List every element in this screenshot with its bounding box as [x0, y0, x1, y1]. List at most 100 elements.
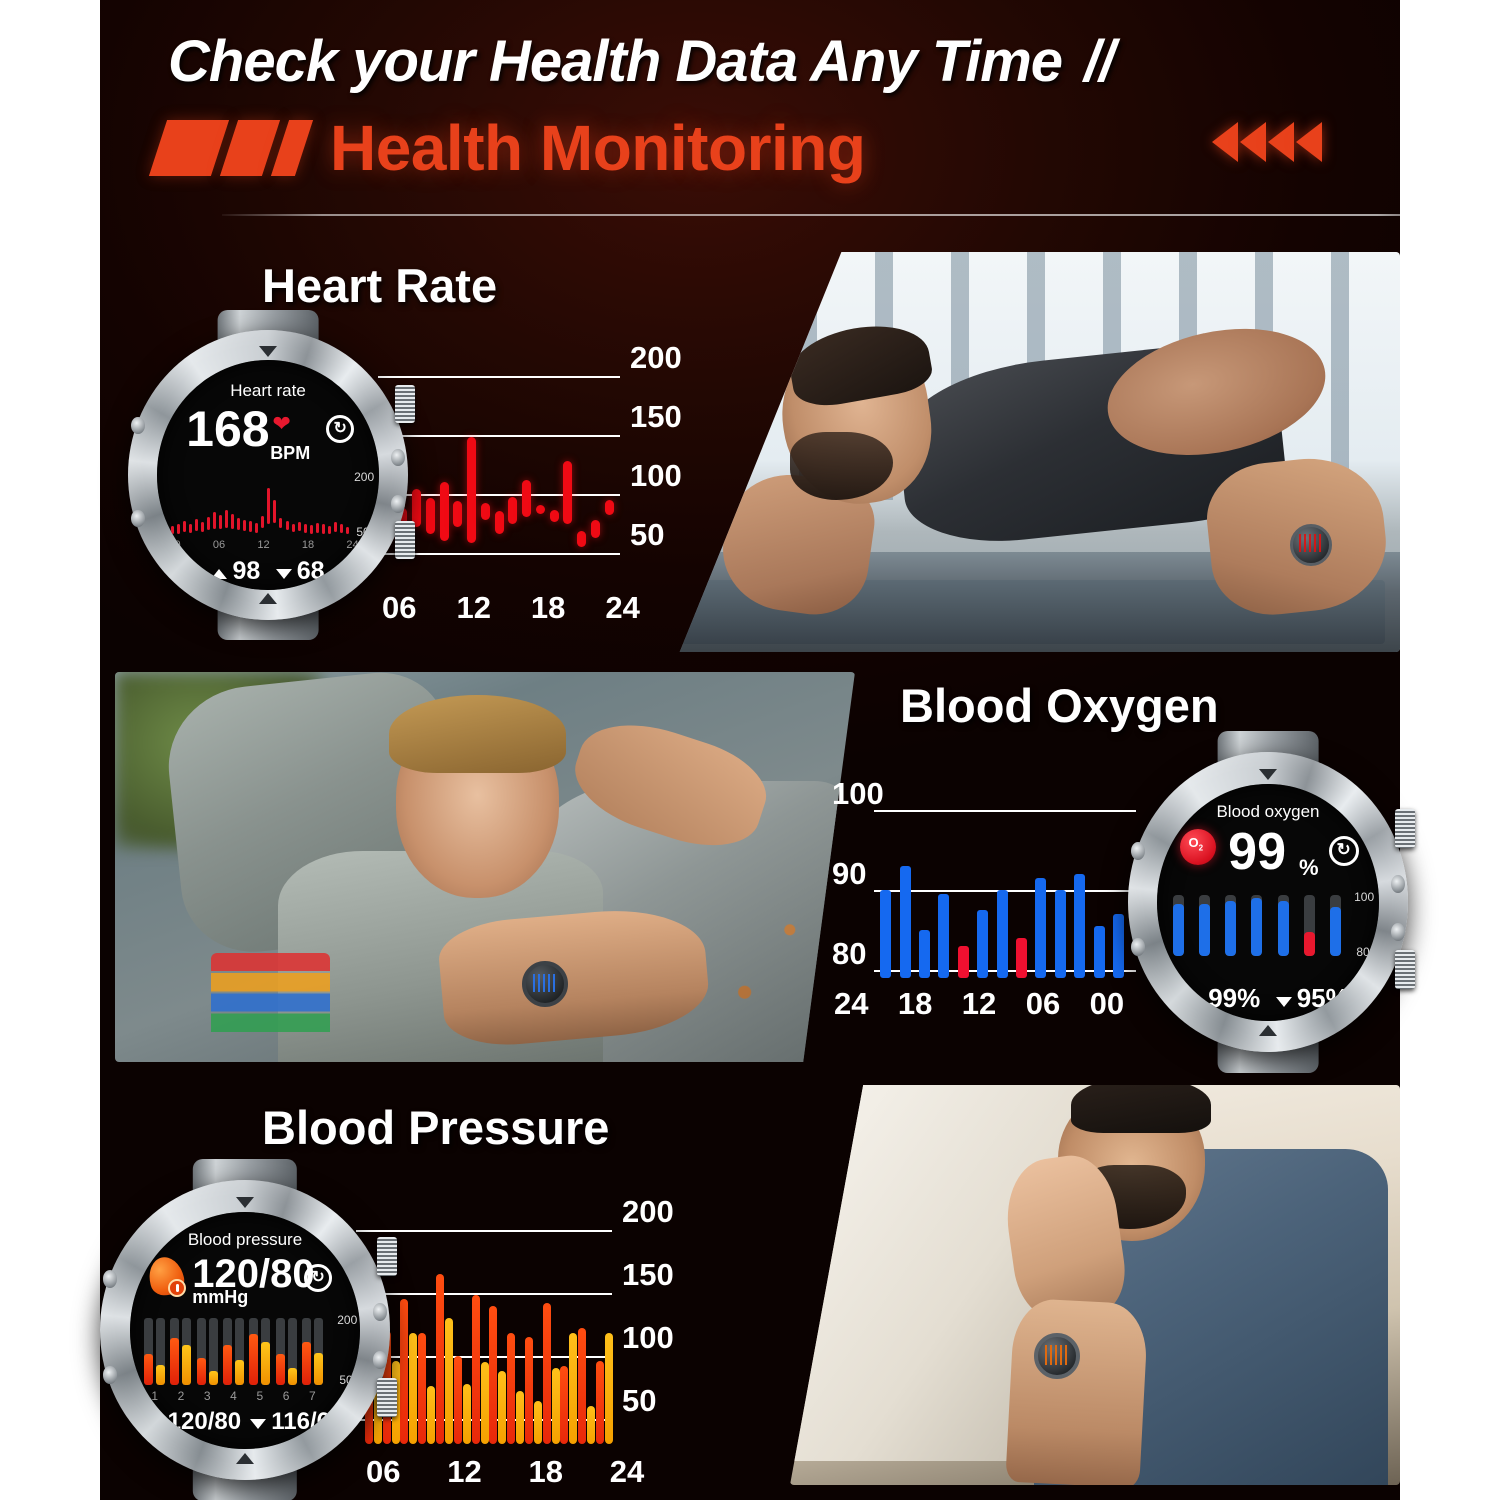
refresh-icon[interactable]: ↻ [304, 1263, 333, 1292]
arrow-down-icon [275, 569, 292, 580]
spo2-tube: 5 [1277, 894, 1289, 957]
systolic-bar [560, 1365, 569, 1444]
gridline [356, 1292, 612, 1295]
diastolic-fill [208, 1371, 218, 1385]
diastolic-bar [445, 1318, 453, 1444]
data-bar [880, 890, 892, 978]
systolic-bar [418, 1333, 427, 1444]
mini-range-bar [327, 526, 331, 535]
systolic-tube [196, 1318, 206, 1385]
systolic-bar [436, 1274, 444, 1444]
range-bar [563, 460, 573, 525]
spo2-tube: 1 [1172, 894, 1184, 957]
systolic-tube [223, 1318, 233, 1385]
spo2-fill [1225, 901, 1237, 957]
poster-header: Check your Health Data Any Time // Health… [100, 0, 1478, 230]
heart-rate-watch-screen[interactable]: Heart rate 168 ❤ BPM ↻ 200 50 00 06 12 18 24… [157, 360, 379, 590]
range-bar [467, 437, 476, 544]
spo2-fill [1199, 904, 1211, 957]
spo2-fill [1303, 931, 1315, 957]
refresh-icon[interactable]: ↻ [326, 415, 355, 444]
data-bar [1035, 878, 1047, 978]
y-tick-label: 200 [630, 340, 682, 375]
gridline [378, 376, 620, 378]
range-bar [604, 499, 614, 515]
arrow-down-icon [250, 1419, 267, 1430]
arrow-down-icon [1275, 996, 1292, 1007]
blood-pressure-mini-axis-bottom: 50 [339, 1372, 353, 1387]
y-tick-label: 90 [832, 856, 867, 891]
systolic-fill [196, 1357, 206, 1385]
systolic-bar [578, 1328, 587, 1444]
mini-range-bar [188, 524, 192, 533]
y-tick-label: 100 [832, 776, 884, 811]
bp-bar-label: 7 [309, 1388, 316, 1403]
diastolic-bar [498, 1370, 507, 1444]
arrow-up-icon [146, 1419, 163, 1430]
y-tick-label: 80 [832, 936, 867, 971]
heart-rate-screen-label: Heart rate [230, 381, 306, 401]
systolic-tube [249, 1318, 259, 1385]
heart-rate-min: 68 [275, 557, 325, 586]
mini-range-bar [261, 516, 265, 528]
chevron-left-icon [1296, 122, 1322, 162]
systolic-bar [400, 1299, 409, 1444]
systolic-fill [249, 1333, 259, 1385]
blood-pressure-title: Blood Pressure [262, 1101, 610, 1154]
blood-pressure-watch-screen[interactable]: Blood pressure 120/80 mmHg ↻ 1 2 3 4 5 6 7 200… [130, 1211, 360, 1449]
systolic-bar [471, 1295, 480, 1444]
x-tick-label: 12 [456, 590, 491, 625]
spo2-fill [1251, 897, 1263, 957]
blood-pressure-mini-axis-top: 200 [337, 1313, 358, 1328]
data-bar [918, 930, 930, 978]
refresh-icon[interactable]: ↻ [1328, 835, 1359, 866]
diastolic-bar [516, 1391, 525, 1444]
blood-pressure-screen-label: Blood pressure [187, 1230, 303, 1250]
diastolic-bar [569, 1333, 578, 1444]
systolic-fill [301, 1342, 311, 1385]
x-tick-label: 12 [961, 986, 997, 1021]
diastolic-bar [533, 1401, 542, 1444]
subtitle: Health Monitoring [330, 112, 866, 184]
diastolic-tube [156, 1318, 166, 1385]
data-bar [996, 890, 1008, 978]
x-tick-label: 06 [382, 590, 417, 625]
blood-oxygen-title: Blood Oxygen [900, 679, 1219, 732]
diastolic-fill [156, 1364, 166, 1385]
range-bar [412, 489, 421, 527]
diastolic-tube [208, 1318, 218, 1385]
data-bar [938, 894, 950, 978]
spo2-tube: 6 [1303, 894, 1315, 957]
heart-rate-mini-axis-bottom: 50 [356, 525, 370, 540]
chevron-left-icon-group [1212, 122, 1322, 162]
blood-oxygen-unit: % [1298, 854, 1319, 880]
subtitle-row: Health Monitoring [148, 108, 866, 188]
diastolic-tube [182, 1318, 192, 1385]
y-tick-label: 100 [630, 457, 682, 493]
x-tick-label: 12 [447, 1454, 482, 1489]
mini-range-bar [291, 523, 295, 532]
data-bar [899, 866, 911, 978]
range-bar [453, 500, 463, 527]
x-tick-label: 18 [528, 1454, 564, 1489]
blood-pressure-watch: Blood pressure 120/80 mmHg ↻ 1 2 3 4 5 6 7 200… [100, 1159, 398, 1500]
climber-photo [115, 672, 855, 1062]
systolic-tube [170, 1318, 180, 1385]
mini-range-bar [297, 521, 301, 532]
spo2-fill [1277, 901, 1289, 957]
bp-bar-label: 6 [282, 1388, 290, 1403]
diastolic-fill [182, 1344, 192, 1385]
range-bar [480, 503, 490, 520]
range-bar [577, 531, 586, 547]
bp-bar-pair: 1 [144, 1318, 166, 1403]
bp-bar-label: 3 [203, 1388, 211, 1403]
mini-range-bar [273, 499, 277, 523]
blood-oxygen-mini-axis-top: 100 [1354, 890, 1375, 905]
data-bar [1015, 938, 1027, 978]
systolic-bar [524, 1337, 533, 1444]
heart-icon: ❤ [272, 410, 291, 436]
mini-range-bar [243, 519, 247, 532]
mini-range-bar [212, 512, 216, 529]
heart-rate-mini-axis-top: 200 [354, 470, 375, 485]
